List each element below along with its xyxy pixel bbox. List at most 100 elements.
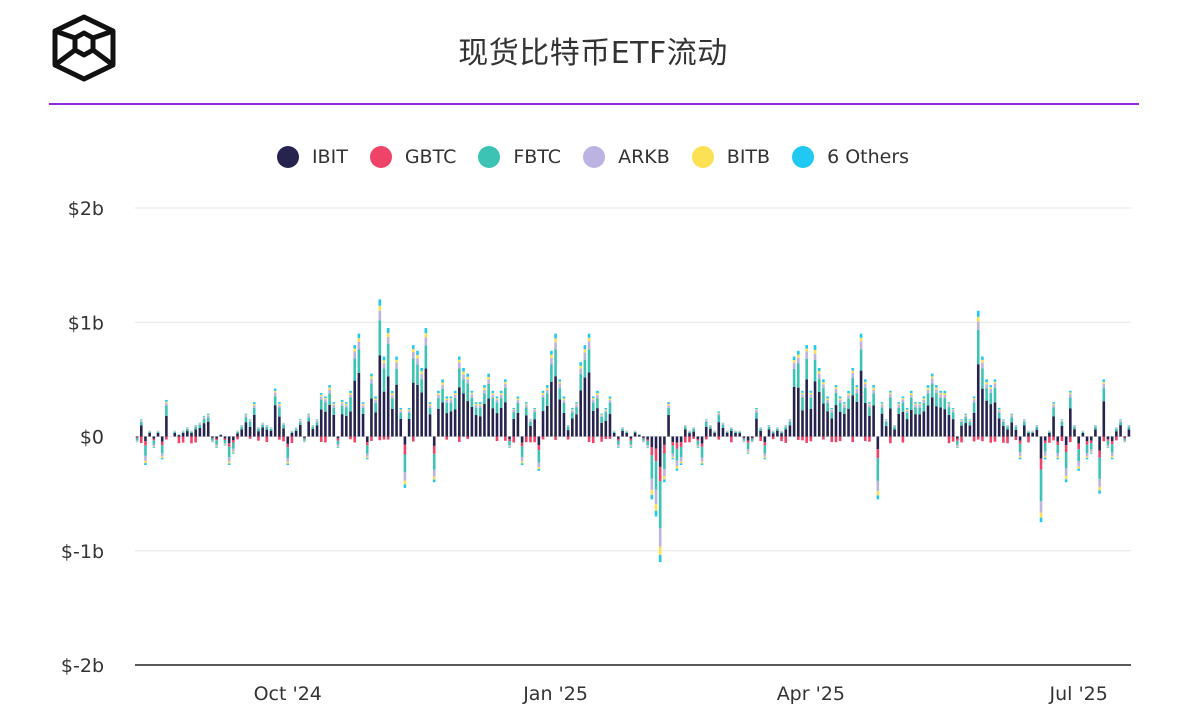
bar-segment	[1098, 486, 1101, 491]
bar-segment	[767, 425, 771, 427]
bar-day	[596, 390, 599, 437]
bar-day	[667, 402, 670, 437]
bar-day	[215, 436, 218, 448]
bar-segment	[646, 445, 649, 447]
bar-segment	[516, 396, 520, 399]
bar-segment	[671, 453, 675, 457]
bar-segment	[1089, 443, 1093, 450]
bar-segment	[843, 407, 846, 414]
bar-segment	[746, 436, 750, 441]
bar-segment	[1081, 431, 1085, 433]
bar-segment	[884, 426, 888, 437]
bar-segment	[541, 390, 545, 393]
bar-day	[558, 379, 562, 437]
bar-day	[1002, 419, 1005, 443]
bar-segment	[717, 412, 721, 414]
bar-day	[1039, 436, 1043, 523]
bar-segment	[792, 386, 796, 437]
bar-day	[817, 367, 821, 437]
bar-segment	[629, 446, 633, 448]
legend-item-bitb[interactable]: BITB	[691, 146, 770, 168]
bar-segment	[336, 440, 340, 445]
bar-day	[223, 436, 227, 446]
bar-segment	[1022, 422, 1026, 426]
bar-segment	[746, 442, 750, 450]
bar-segment	[617, 438, 620, 441]
bar-segment	[939, 394, 942, 399]
bar-segment	[508, 446, 511, 448]
bar-segment	[617, 436, 620, 439]
bar-segment	[830, 418, 834, 437]
bar-segment	[981, 362, 984, 369]
bar-segment	[282, 422, 285, 424]
bar-segment	[165, 436, 168, 440]
bar-segment	[571, 407, 574, 410]
bar-day	[382, 356, 386, 440]
bar-segment	[533, 419, 536, 437]
bar-segment	[437, 408, 440, 437]
bar-segment	[972, 436, 976, 442]
bar-segment	[345, 403, 348, 406]
bar-segment	[324, 399, 327, 403]
legend-item-fbtc[interactable]: FBTC	[478, 146, 561, 168]
bar-segment	[194, 429, 197, 437]
bar-segment	[311, 426, 315, 427]
bar-segment	[704, 420, 708, 422]
bar-segment	[533, 409, 536, 410]
bar-segment	[357, 341, 361, 350]
bar-segment	[202, 415, 206, 417]
bar-segment	[696, 436, 700, 439]
bar-day	[135, 436, 139, 443]
bar-day	[566, 425, 570, 440]
bar-segment	[420, 392, 423, 437]
bar-segment	[813, 349, 817, 354]
bar-segment	[550, 381, 553, 437]
bar-segment	[642, 438, 645, 441]
bar-segment	[232, 442, 235, 449]
bar-segment	[633, 431, 637, 433]
bar-segment	[428, 407, 432, 415]
bar-day	[884, 419, 888, 437]
legend-item-ibit[interactable]: IBIT	[276, 146, 348, 168]
bar-segment	[876, 458, 880, 481]
bar-segment	[194, 425, 197, 427]
bar-segment	[395, 368, 398, 385]
bar-segment	[441, 382, 444, 385]
bar-segment	[767, 429, 771, 437]
bar-segment	[1110, 436, 1114, 442]
bar-segment	[1010, 415, 1014, 418]
bar-segment	[704, 419, 708, 421]
legend-item-arkb[interactable]: ARKB	[583, 146, 670, 168]
bar-segment	[658, 436, 662, 467]
bar-segment	[579, 374, 582, 391]
bar-segment	[202, 419, 206, 424]
bar-segment	[863, 379, 867, 382]
bar-segment	[307, 413, 310, 415]
bar-segment	[725, 432, 729, 437]
bar-segment	[265, 436, 269, 443]
bar-day	[244, 413, 248, 437]
legend-item-gbtc[interactable]: GBTC	[369, 146, 456, 168]
bar-segment	[930, 378, 934, 384]
bar-segment	[600, 422, 603, 437]
bar-day	[144, 436, 147, 466]
bar-segment	[859, 341, 863, 350]
legend-swatch	[691, 146, 714, 168]
legend-item-6-others[interactable]: 6 Others	[792, 146, 909, 168]
bar-segment	[290, 431, 294, 433]
bar-segment	[776, 428, 779, 431]
bar-segment	[688, 431, 691, 434]
bar-segment	[956, 444, 959, 447]
bar-day	[604, 407, 608, 440]
bar-segment	[834, 388, 838, 393]
x-tick-label: Jul '25	[1049, 683, 1108, 705]
bar-segment	[617, 444, 620, 447]
bar-segment	[654, 448, 658, 462]
bar-segment	[671, 458, 675, 460]
bar-day	[299, 419, 302, 437]
bar-segment	[822, 382, 825, 385]
bar-segment	[968, 420, 972, 423]
bar-segment	[303, 437, 306, 439]
bar-segment	[901, 399, 905, 403]
bar-segment	[738, 433, 742, 437]
